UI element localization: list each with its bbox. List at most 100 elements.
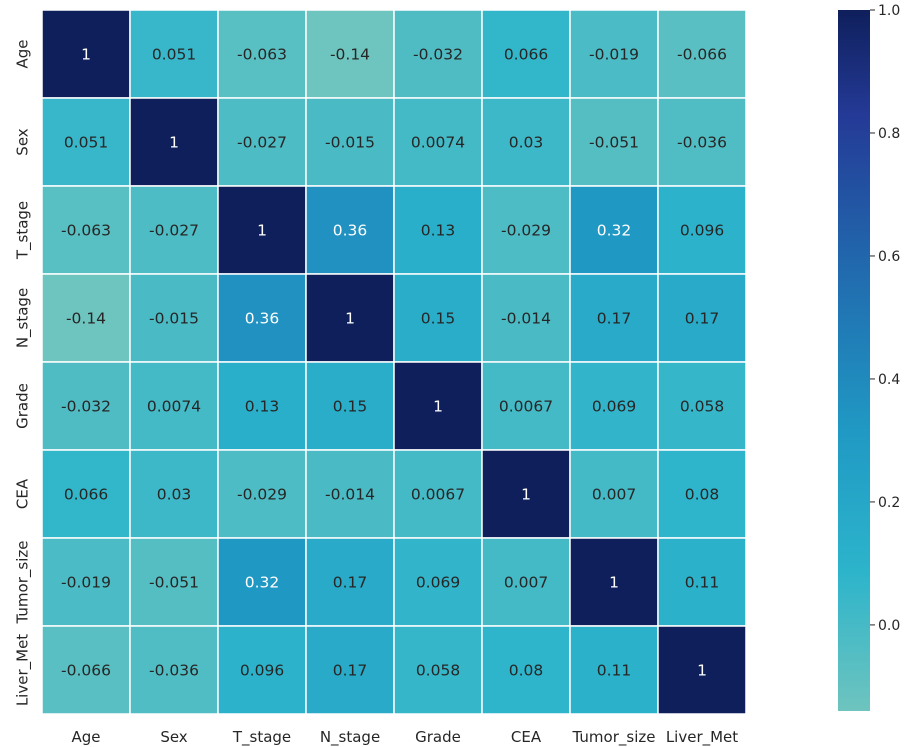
cell-annotation-Sex-N_stage: -0.015 [325,134,375,152]
y-tick-label-Grade: Grade [13,383,31,429]
heatmap-cell-T_stage-Sex [129,185,219,275]
x-tick-label-Sex: Sex [160,728,187,746]
heatmap-cells [41,9,747,715]
heatmap-annotations: 1 0.051 -0.063 -0.14 -0.032 0.066 -0.019 -0.066… [61,46,727,680]
heatmap-cell-Tumor_size-Sex [129,537,219,627]
heatmap-cell-T_stage-Tumor_size [569,185,659,275]
cell-annotation-Tumor_size-CEA: 0.007 [504,574,548,592]
cell-annotation-Sex-T_stage: -0.027 [237,134,287,152]
heatmap-cell-T_stage-CEA [481,185,571,275]
cell-annotation-Age-Sex: 0.051 [152,46,196,64]
cell-annotation-Tumor_size-Age: -0.019 [61,574,111,592]
cell-annotation-Sex-Sex: 1 [169,134,179,152]
cell-annotation-Liver_Met-Sex: -0.036 [149,662,199,680]
heatmap-cell-Liver_Met-Sex [129,625,219,715]
cell-annotation-Tumor_size-Tumor_size: 1 [609,574,619,592]
cell-annotation-N_stage-Tumor_size: 0.17 [597,310,632,328]
cell-annotation-T_stage-Tumor_size: 0.32 [597,222,632,240]
heatmap-cell-T_stage-Liver_Met [657,185,747,275]
cell-annotation-Age-CEA: 0.066 [504,46,548,64]
heatmap-cell-Grade-Liver_Met [657,361,747,451]
y-axis-tick-labels: Age Sex T_stage N_stage Grade CEA Tumor_size Li… [13,39,32,706]
colorbar-tick-label: 0.2 [878,495,900,511]
heatmap-cell-N_stage-Age [41,273,131,363]
cell-annotation-T_stage-Liver_Met: 0.096 [680,222,724,240]
cell-annotation-Age-Grade: -0.032 [413,46,463,64]
colorbar-gradient [838,10,870,711]
cell-annotation-Liver_Met-T_stage: 0.096 [240,662,284,680]
cell-annotation-N_stage-Age: -0.14 [66,310,106,328]
heatmap-cell-Liver_Met-N_stage [305,625,395,715]
cell-annotation-Grade-Grade: 1 [433,398,443,416]
cell-annotation-Grade-CEA: 0.0067 [499,398,553,416]
y-tick-label-Age: Age [13,39,31,68]
heatmap-cell-Liver_Met-CEA [481,625,571,715]
heatmap-cell-Tumor_size-CEA [481,537,571,627]
y-tick-label-T_stage: T_stage [13,201,32,260]
cell-annotation-Grade-T_stage: 0.13 [245,398,280,416]
cell-annotation-N_stage-CEA: -0.014 [501,310,551,328]
heatmap-cell-N_stage-T_stage [217,273,307,363]
x-tick-label-Grade: Grade [415,728,461,746]
heatmap-cell-T_stage-T_stage [217,185,307,275]
cell-annotation-T_stage-N_stage: 0.36 [333,222,368,240]
heatmap-cell-Age-Sex [129,9,219,99]
x-tick-label-Age: Age [71,728,100,746]
cell-annotation-Sex-Grade: 0.0074 [411,134,465,152]
cell-annotation-Age-Liver_Met: -0.066 [677,46,727,64]
cell-annotation-Age-T_stage: -0.063 [237,46,287,64]
y-tick-label-Liver_Met: Liver_Met [13,634,32,706]
heatmap-cell-N_stage-Grade [393,273,483,363]
y-tick-label-N_stage: N_stage [13,288,32,348]
cell-annotation-CEA-T_stage: -0.029 [237,486,287,504]
cell-annotation-Tumor_size-Grade: 0.069 [416,574,460,592]
heatmap-cell-Sex-Sex [129,97,219,187]
cell-annotation-Age-Age: 1 [81,46,91,64]
heatmap-cell-Age-Liver_Met [657,9,747,99]
y-tick-label-Tumor_size: Tumor_size [13,541,32,625]
heatmap-cell-CEA-Sex [129,449,219,539]
heatmap-cell-Tumor_size-Tumor_size [569,537,659,627]
heatmap-cell-T_stage-Age [41,185,131,275]
cell-annotation-Grade-Tumor_size: 0.069 [592,398,636,416]
heatmap-cell-Liver_Met-Liver_Met [657,625,747,715]
heatmap-cell-CEA-Grade [393,449,483,539]
heatmap-cell-Liver_Met-T_stage [217,625,307,715]
heatmap-cell-N_stage-Tumor_size [569,273,659,363]
x-axis-tick-labels: Age Sex T_stage N_stage Grade CEA Tumor_size Li… [71,728,738,747]
cell-annotation-Tumor_size-Liver_Met: 0.11 [685,574,720,592]
heatmap-cell-Tumor_size-Liver_Met [657,537,747,627]
x-tick-label-T_stage: T_stage [232,728,291,747]
cell-annotation-T_stage-CEA: -0.029 [501,222,551,240]
cell-annotation-Age-Tumor_size: -0.019 [589,46,639,64]
cell-annotation-CEA-CEA: 1 [521,486,531,504]
heatmap-cell-Tumor_size-T_stage [217,537,307,627]
y-tick-label-Sex: Sex [13,128,31,155]
heatmap-cell-Liver_Met-Grade [393,625,483,715]
heatmap-cell-Sex-CEA [481,97,571,187]
cell-annotation-Grade-Sex: 0.0074 [147,398,201,416]
cell-annotation-T_stage-Grade: 0.13 [421,222,456,240]
heatmap-cell-Sex-Liver_Met [657,97,747,187]
heatmap-cell-CEA-CEA [481,449,571,539]
heatmap-cell-Sex-N_stage [305,97,395,187]
cell-annotation-T_stage-Sex: -0.027 [149,222,199,240]
heatmap-cell-T_stage-Grade [393,185,483,275]
colorbar-tick-label: 1.0 [878,3,900,19]
x-tick-label-Liver_Met: Liver_Met [666,728,738,747]
cell-annotation-Age-N_stage: -0.14 [330,46,370,64]
cell-annotation-Liver_Met-Grade: 0.058 [416,662,460,680]
cell-annotation-N_stage-N_stage: 1 [345,310,355,328]
colorbar-tick-label: 0.4 [878,372,900,388]
heatmap-cell-Grade-Grade [393,361,483,451]
cell-annotation-N_stage-T_stage: 0.36 [245,310,280,328]
colorbar-tick-label: 0.6 [878,249,900,265]
heatmap-cell-Age-CEA [481,9,571,99]
cell-annotation-Liver_Met-Tumor_size: 0.11 [597,662,632,680]
heatmap-cell-CEA-T_stage [217,449,307,539]
x-tick-label-N_stage: N_stage [320,728,380,747]
heatmap-cell-CEA-Tumor_size [569,449,659,539]
colorbar: 0.0 0.2 0.4 0.6 0.8 1.0 [838,3,900,711]
x-tick-label-CEA: CEA [511,728,542,746]
